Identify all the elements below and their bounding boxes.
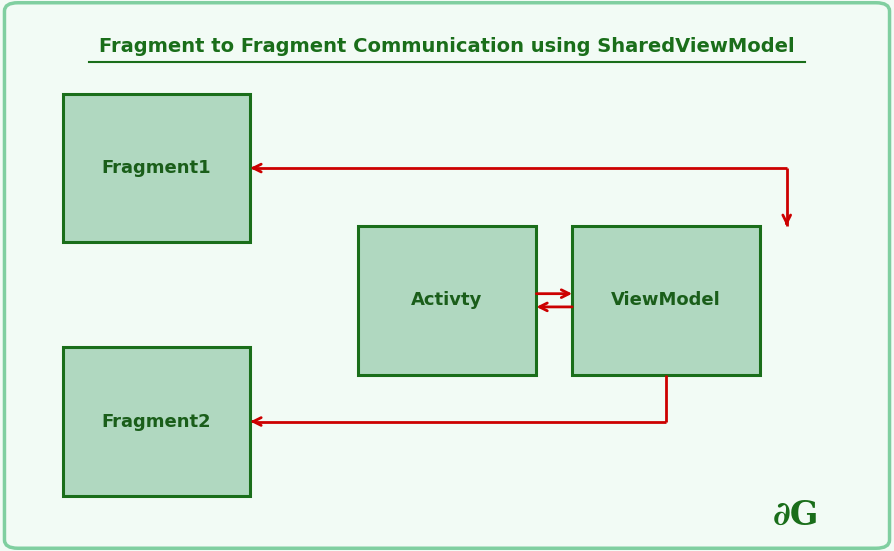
FancyBboxPatch shape bbox=[4, 3, 890, 548]
Text: Fragment2: Fragment2 bbox=[102, 413, 211, 430]
FancyBboxPatch shape bbox=[358, 226, 536, 375]
FancyBboxPatch shape bbox=[63, 94, 250, 242]
FancyBboxPatch shape bbox=[572, 226, 760, 375]
Text: ∂G: ∂G bbox=[772, 499, 819, 532]
Text: Fragment1: Fragment1 bbox=[102, 159, 211, 177]
Text: Activty: Activty bbox=[411, 291, 483, 309]
Text: ViewModel: ViewModel bbox=[611, 291, 721, 309]
FancyBboxPatch shape bbox=[63, 347, 250, 496]
Text: Fragment to Fragment Communication using SharedViewModel: Fragment to Fragment Communication using… bbox=[99, 37, 795, 56]
